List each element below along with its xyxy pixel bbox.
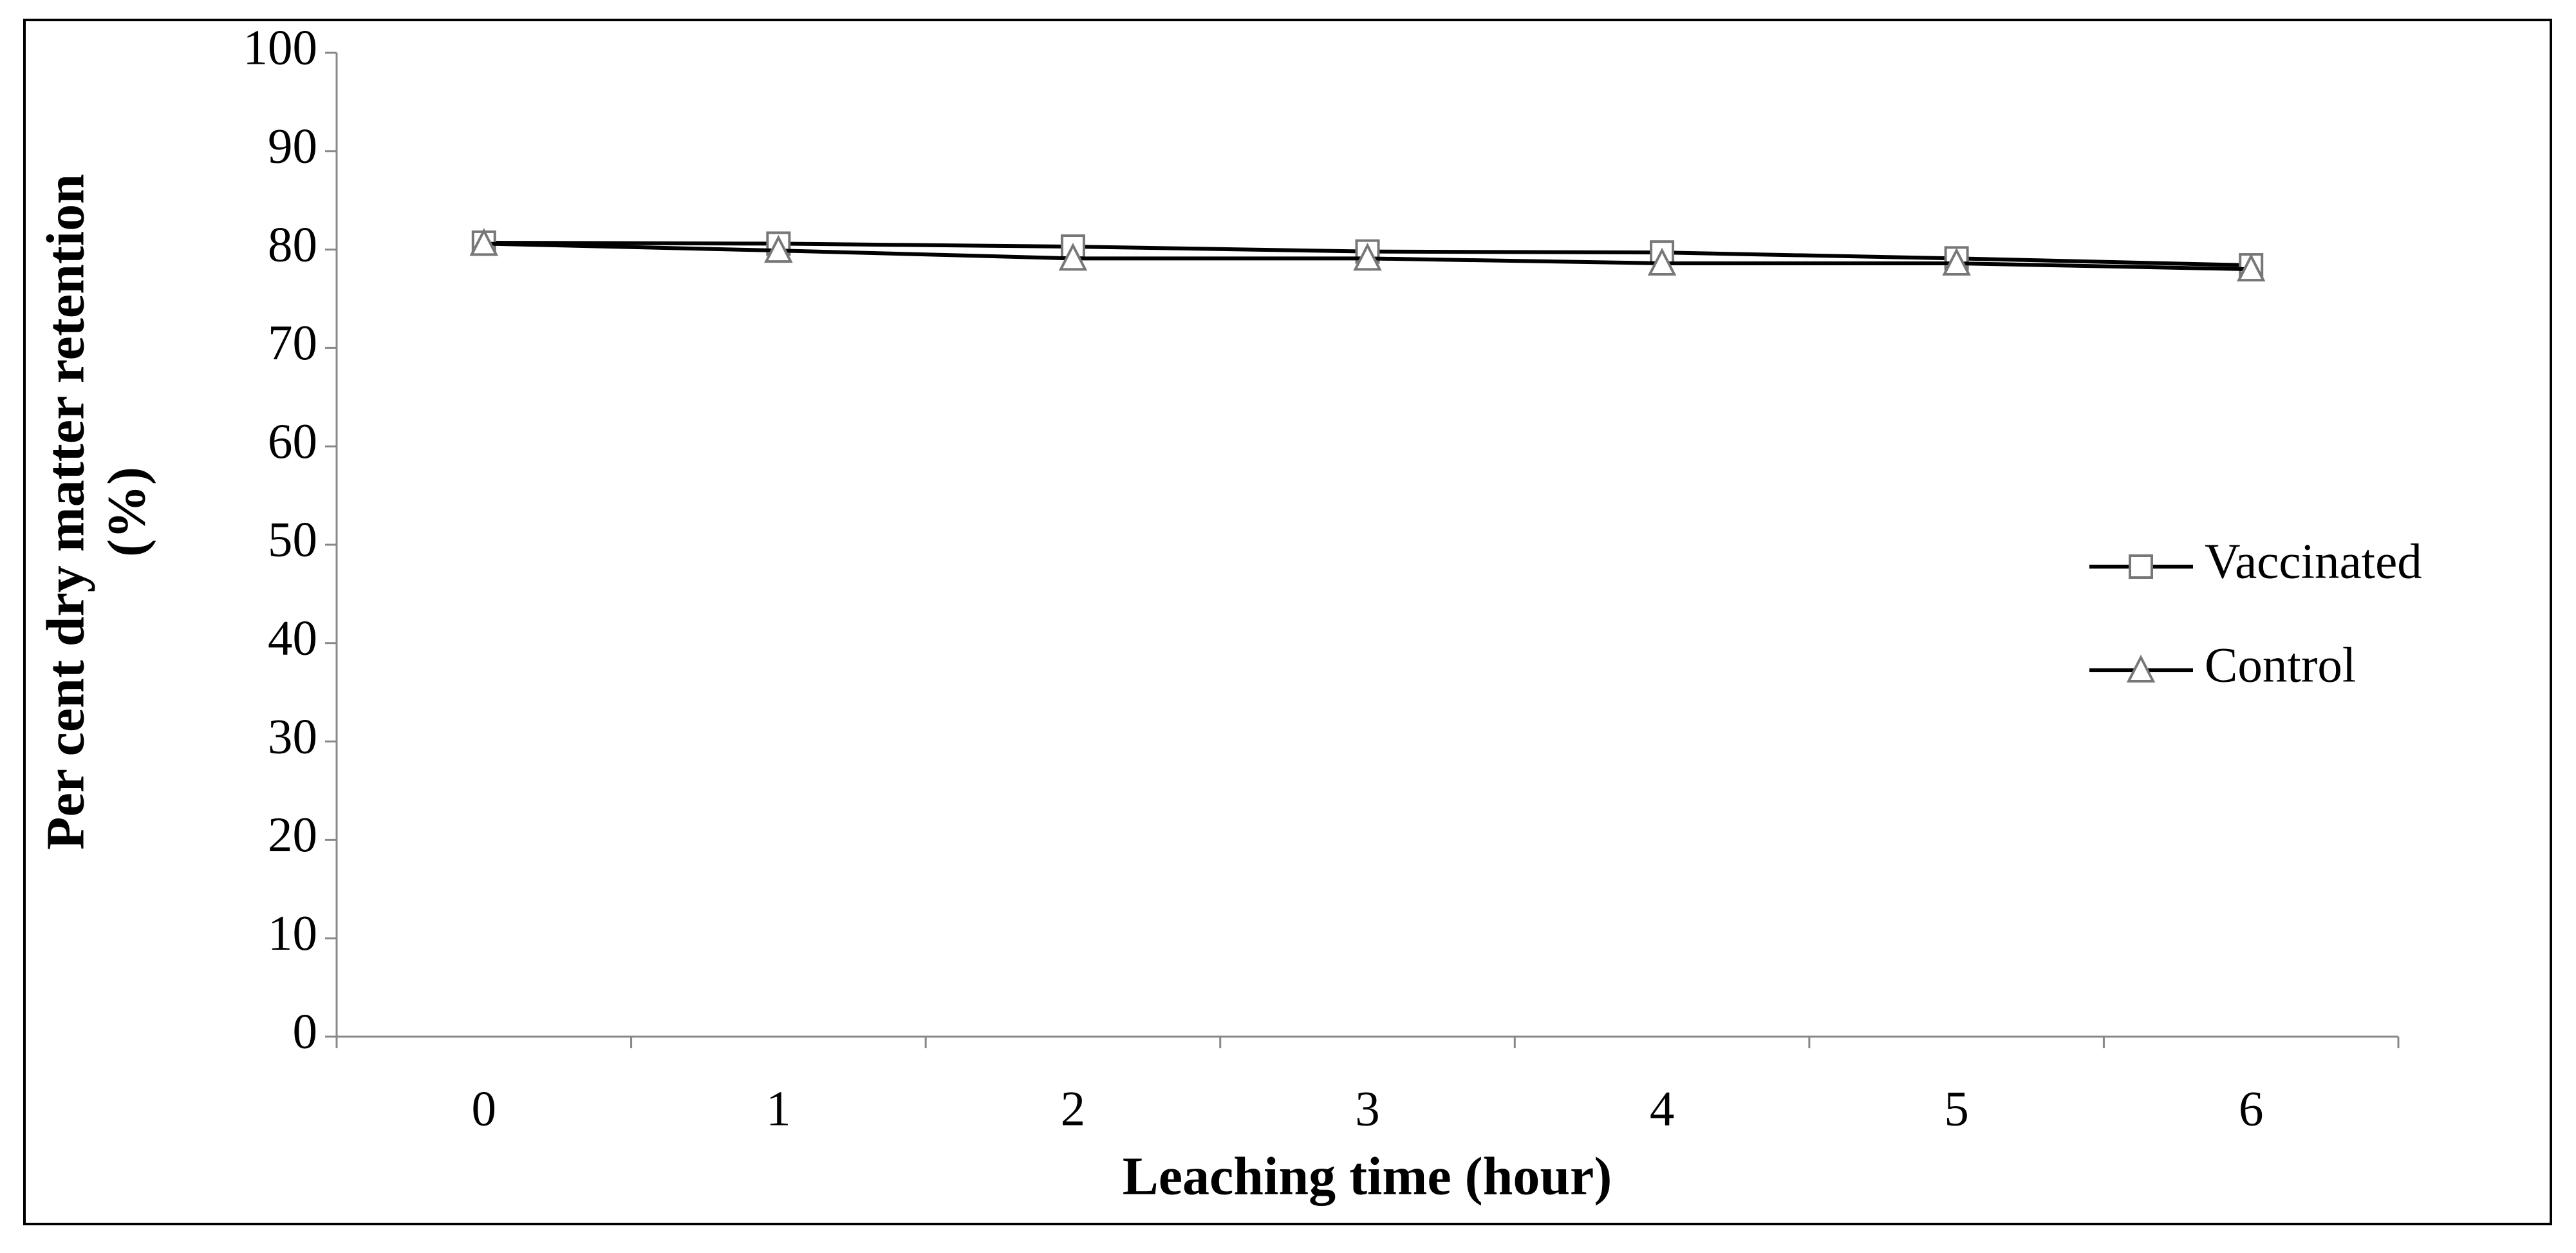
y-tick-label: 60 [268,413,317,469]
y-tick-label: 100 [243,20,318,75]
y-tick-label: 10 [268,905,317,961]
y-axis-title: (%) [97,467,156,557]
x-tick-label: 0 [472,1081,497,1136]
x-tick-label: 4 [1650,1081,1675,1136]
legend-marker [2129,554,2153,579]
marker [1058,242,1088,271]
y-axis-title: Per cent dry matter retention [35,174,95,850]
y-tick-label: 40 [268,610,317,665]
chart-border [23,19,2552,1225]
x-tick-label: 5 [1944,1081,1969,1136]
x-axis-title: Leaching time (hour) [1123,1146,1612,1206]
y-tick-label: 0 [293,1004,318,1059]
y-tick-label: 20 [268,807,317,862]
x-tick-label: 3 [1355,1081,1380,1136]
y-tick-label: 30 [268,708,317,764]
y-tick-label: 80 [268,216,317,272]
legend-label: Control [2205,637,2356,693]
y-tick-label: 90 [268,118,317,173]
x-tick-label: 1 [766,1081,791,1136]
y-tick-label: 70 [268,315,317,370]
marker [469,228,499,256]
marker [1942,247,1971,276]
marker [1353,242,1382,271]
legend-label: Vaccinated [2205,534,2422,589]
marker [1647,247,1677,276]
x-tick-label: 2 [1061,1081,1086,1136]
marker [764,234,793,263]
x-tick-label: 6 [2239,1081,2264,1136]
y-tick-label: 50 [268,512,317,567]
legend-marker [2126,654,2156,683]
marker [2236,253,2266,282]
